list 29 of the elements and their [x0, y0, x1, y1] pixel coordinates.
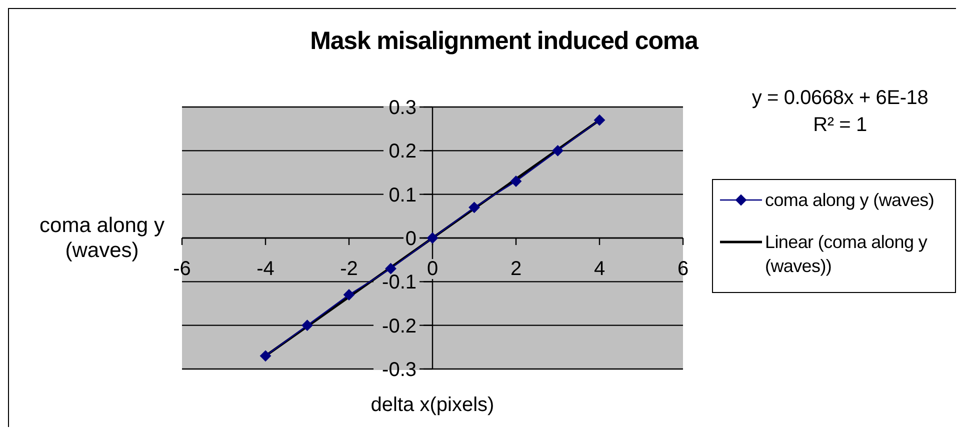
x-tick-label: -6	[173, 258, 191, 280]
point	[260, 350, 271, 362]
point	[427, 232, 438, 244]
chart-title: Mask misalignment induced coma	[310, 27, 698, 55]
y-tick-label: 0	[405, 228, 416, 250]
y-tick-label: -0.3	[382, 359, 416, 381]
y-tick-label: 0.3	[388, 97, 416, 119]
y-tick-label: -0.1	[382, 272, 416, 294]
text: y = 0.0668x + 6E-18	[752, 87, 928, 109]
point	[552, 145, 564, 156]
legend-label: coma along y (waves)	[765, 190, 934, 210]
point	[344, 289, 354, 300]
x-tick-label: 4	[594, 258, 606, 280]
point	[302, 320, 313, 331]
x-tick-label: 2	[510, 258, 522, 280]
text: R² = 1	[813, 114, 867, 136]
point	[385, 263, 396, 274]
x-axis-title: delta x(pixels)	[370, 394, 494, 416]
y-tick-label: 0.2	[388, 140, 416, 163]
point	[510, 176, 522, 187]
x-tick-label: -4	[256, 258, 274, 280]
x-tick-label: -2	[340, 258, 358, 280]
y-tick-label: 0.1	[388, 184, 416, 206]
point	[594, 114, 605, 126]
y-tick-label: -0.2	[382, 315, 416, 338]
legend-label: Linear (coma along y (waves))	[765, 232, 928, 276]
point	[468, 202, 480, 213]
x-tick-label: 6	[677, 258, 689, 280]
y-axis-title: coma along y (waves)	[40, 214, 164, 262]
